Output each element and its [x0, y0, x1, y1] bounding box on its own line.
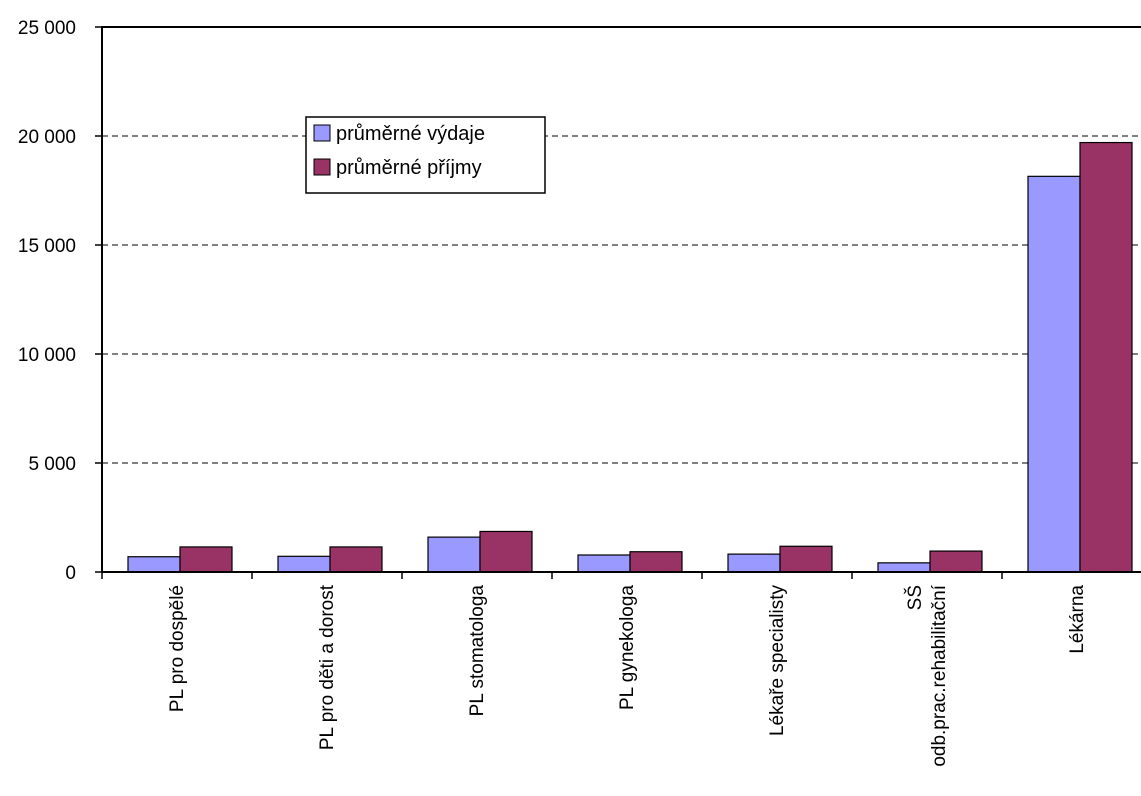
y-axis-ticks: 0 5 000 10 000 15 000 20 000 25 000 [18, 18, 102, 584]
bar-vydaje [877, 562, 931, 573]
bar-vydaje [1027, 175, 1081, 573]
bar-vydaje [427, 536, 481, 573]
bar-vydaje [127, 556, 181, 573]
y-tick-label: 20 000 [18, 127, 76, 148]
bar-prijmy [179, 546, 233, 573]
bar-vydaje [277, 555, 331, 573]
x-category-label: PL pro dospělé [167, 585, 188, 712]
y-tick-label: 10 000 [18, 345, 76, 366]
x-category-label: Lékárna [1067, 585, 1088, 654]
x-axis-labels: PL pro dospělé PL pro děti a dorost PL sto… [167, 584, 1088, 766]
x-category-label: odb.prac.rehabilitační [929, 584, 950, 766]
bar-prijmy [929, 550, 983, 573]
x-category-label: Lékaře specialisty [767, 585, 788, 737]
x-category-label: SŠ [904, 585, 926, 610]
plot-area-border [101, 26, 1141, 573]
bar-vydaje [727, 553, 781, 573]
legend-label: průměrné výdaje [336, 123, 485, 145]
y-tick-label: 0 [65, 563, 76, 584]
x-category-label: PL pro děti a dorost [317, 584, 338, 750]
x-category-label: PL stomatologa [467, 585, 488, 717]
legend-swatch [313, 158, 331, 176]
y-tick-label: 5 000 [28, 454, 76, 475]
legend-label: průměrné příjmy [336, 157, 482, 179]
legend: průměrné výdaje průměrné příjmy [305, 116, 546, 194]
axes [101, 26, 1141, 579]
bar-prijmy [629, 551, 683, 573]
y-tick-label: 15 000 [18, 236, 76, 257]
bar-prijmy [1079, 141, 1133, 573]
legend-box [305, 116, 546, 194]
x-category-label: PL gynekologa [617, 585, 638, 710]
bars [127, 141, 1133, 573]
bar-prijmy [779, 545, 833, 573]
bar-prijmy [479, 530, 533, 573]
gridlines [102, 135, 1141, 464]
legend-swatch [313, 124, 331, 142]
bar-vydaje [577, 554, 631, 573]
bar-prijmy [329, 546, 383, 573]
y-tick-label: 25 000 [18, 18, 76, 39]
